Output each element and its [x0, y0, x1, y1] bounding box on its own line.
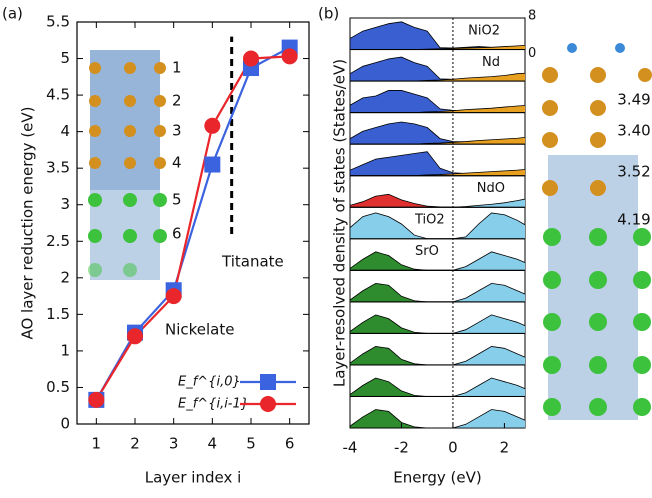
marker: [243, 51, 259, 67]
marker: [127, 328, 143, 344]
layer-label: Nd: [482, 55, 500, 70]
layer-label: SrO: [415, 244, 439, 259]
layer-label: NdO: [477, 181, 505, 196]
y-tick-label: 4.5: [46, 86, 70, 104]
legend-label: E_f^{i,i-1}: [178, 397, 249, 412]
layer-label: 5: [172, 191, 182, 209]
marker: [88, 392, 104, 408]
x-tick-label: 3: [169, 435, 179, 453]
layer-label: NiO2: [468, 23, 500, 38]
x-tick-label: 5: [246, 435, 256, 453]
y-tick-label: 0: [60, 415, 70, 433]
annotation: Titanate: [221, 253, 284, 271]
marker: [282, 48, 298, 64]
distance-label: 3.49: [617, 91, 650, 109]
marker: [204, 118, 220, 134]
layer-label: 3: [172, 122, 182, 140]
y-tick-label: 0.5: [46, 378, 70, 396]
legend-marker: [260, 396, 276, 412]
x-tick-label: -4: [343, 439, 358, 457]
distance-label: 4.19: [617, 211, 650, 229]
panel-label: (b): [318, 5, 339, 23]
x-tick-label: 2: [500, 439, 510, 457]
marker: [166, 288, 182, 304]
marker: [204, 157, 220, 173]
x-tick-label: 0: [448, 439, 458, 457]
y-tick-label: 4: [60, 122, 70, 140]
layer-label: TiO2: [414, 213, 445, 228]
x-tick-label: 4: [208, 435, 218, 453]
layer-label: 1: [172, 59, 182, 77]
x-tick-label: 2: [130, 435, 140, 453]
annotation: Nickelate: [165, 321, 235, 339]
y-tick-label: 1: [60, 341, 70, 359]
x-tick-label: 1: [92, 435, 102, 453]
x-tick-label: 6: [285, 435, 295, 453]
y-tick-label: 2: [60, 268, 70, 286]
layer-label: 2: [172, 92, 182, 110]
legend-label: E_f^{i,0}: [178, 375, 241, 390]
crystal-inset: [88, 50, 167, 280]
y-tick-label: 2.5: [46, 232, 70, 250]
distance-label: 3.52: [617, 163, 650, 181]
y-tick-label: 8: [528, 9, 536, 24]
figure: 0 0.5 1 1.5 2 2.5 3 3.5 4 4.5 5 5.5 1 2 3 4 5 6 Layer inde…: [0, 0, 652, 494]
x-tick-label: -2: [394, 439, 409, 457]
y-axis-label: Layer-resolved density of states (States…: [331, 59, 349, 387]
dos-area: [350, 22, 530, 50]
x-axis-label: Energy (eV): [393, 469, 481, 487]
y-tick-label: 5.5: [46, 13, 70, 31]
x-axis-label: Layer index i: [145, 469, 242, 487]
y-tick-label: 1.5: [46, 305, 70, 323]
layer-label: 4: [172, 154, 182, 172]
y-tick-label: 5: [60, 49, 70, 67]
distance-label: 3.40: [617, 122, 650, 140]
y-axis-label: AO layer reduction energy (eV): [19, 106, 37, 339]
y-tick-label: 0: [528, 46, 536, 61]
panel-label: (a): [2, 5, 23, 23]
legend-marker: [260, 374, 276, 390]
layer-label: 6: [172, 225, 182, 243]
y-tick-label: 3.5: [46, 159, 70, 177]
y-tick-label: 3: [60, 195, 70, 213]
